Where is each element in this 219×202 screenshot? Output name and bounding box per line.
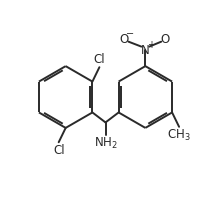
- Text: O: O: [120, 33, 129, 46]
- Text: +: +: [147, 40, 155, 50]
- Text: O: O: [161, 33, 170, 46]
- Text: CH$_3$: CH$_3$: [167, 128, 191, 143]
- Text: N: N: [141, 44, 150, 57]
- Text: −: −: [126, 29, 134, 39]
- Text: NH$_2$: NH$_2$: [94, 136, 117, 152]
- Text: Cl: Cl: [94, 53, 105, 66]
- Text: Cl: Cl: [53, 144, 65, 157]
